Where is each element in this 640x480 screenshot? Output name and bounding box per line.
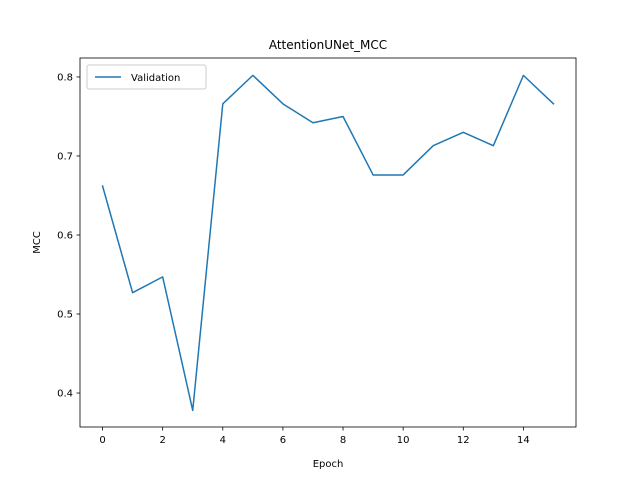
plot-background <box>80 58 576 427</box>
x-axis-label: Epoch <box>313 459 344 470</box>
x-tick-label: 8 <box>340 435 346 446</box>
x-tick-label: 4 <box>220 435 226 446</box>
y-tick-label: 0.6 <box>57 230 73 241</box>
chart-title: AttentionUNet_MCC <box>269 38 387 52</box>
x-tick-label: 6 <box>280 435 286 446</box>
x-axis-ticks: 0 2 4 6 8 10 12 14 <box>99 427 530 446</box>
legend-box <box>86 64 207 90</box>
x-tick-label: 0 <box>99 435 105 446</box>
plot-area: 0 2 4 6 8 10 12 14 0.4 0.5 0.6 0.7 0.8 <box>57 57 577 446</box>
x-tick-label: 10 <box>397 435 410 446</box>
series-line-validation <box>101 74 555 412</box>
plot-frame <box>79 57 577 428</box>
x-tick-label: 14 <box>517 435 530 446</box>
x-tick-label: 12 <box>457 435 470 446</box>
y-tick-label: 0.5 <box>57 310 73 321</box>
y-tick-label: 0.4 <box>57 389 73 400</box>
y-tick-label: 0.8 <box>57 72 73 83</box>
x-tick-label: 2 <box>159 435 165 446</box>
series-layer <box>101 74 555 412</box>
legend: Validation <box>86 64 207 90</box>
legend-label-validation: Validation <box>131 73 180 84</box>
y-axis-ticks: 0.4 0.5 0.6 0.7 0.8 <box>57 72 80 400</box>
y-tick-label: 0.7 <box>57 151 73 162</box>
y-axis-label: MCC <box>32 231 43 254</box>
